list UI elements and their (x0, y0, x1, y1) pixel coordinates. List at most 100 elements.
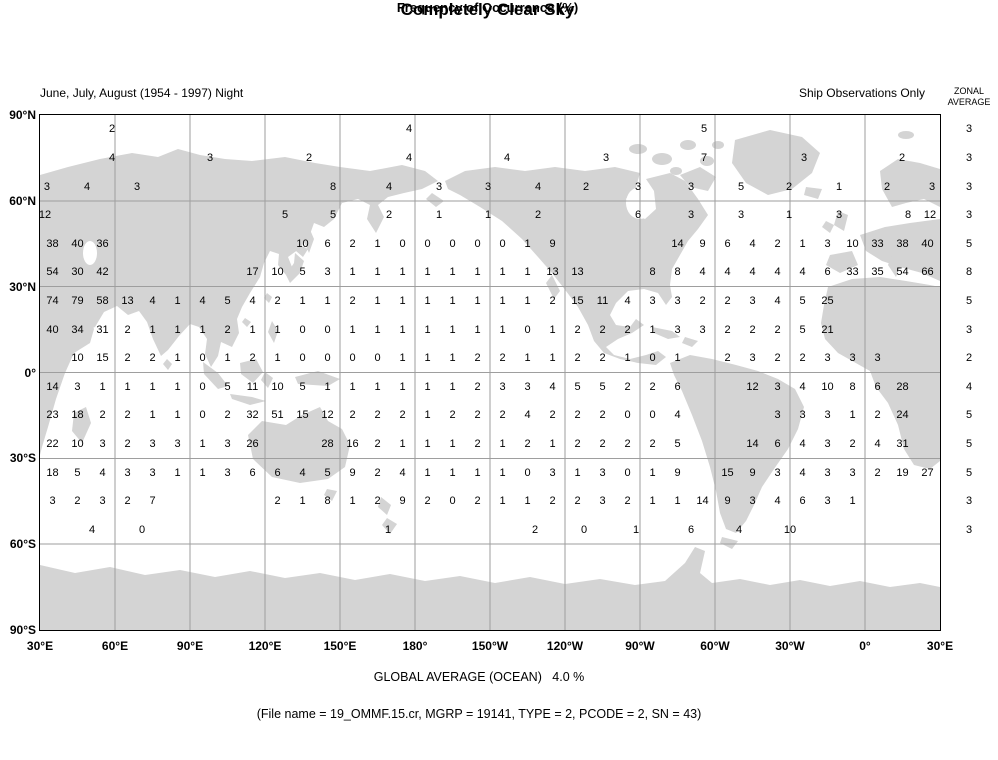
grid-value: 1 (574, 466, 581, 479)
grid-value: 4 (699, 266, 706, 279)
grid-value: 5 (299, 380, 306, 393)
grid-value: 15 (721, 466, 734, 479)
grid-value: 4 (199, 295, 206, 307)
grid-value: 7 (149, 495, 156, 508)
zonal-average-value: 2 (965, 352, 973, 365)
grid-value: 1 (424, 323, 431, 336)
grid-value: 3 (874, 352, 881, 365)
zonal-header-line1: ZONAL (953, 86, 984, 96)
grid-value: 4 (774, 266, 781, 279)
grid-value: 1 (174, 380, 181, 393)
grid-value: 0 (474, 237, 481, 250)
grid-value: 31 (896, 438, 909, 450)
world-map-background (40, 115, 940, 630)
grid-value: 1 (374, 266, 381, 279)
grid-value: 2 (624, 438, 631, 450)
grid-value: 2 (124, 409, 131, 422)
grid-value: 13 (121, 295, 134, 307)
grid-value: 36 (96, 237, 109, 250)
grid-value: 34 (71, 323, 84, 336)
grid-value: 5 (224, 380, 231, 393)
grid-value: 8 (329, 180, 337, 193)
zonal-average-value: 3 (965, 323, 973, 336)
grid-value: 1 (224, 352, 231, 365)
grid-value: 25 (821, 295, 834, 307)
grid-value: 3 (824, 495, 831, 508)
grid-value: 2 (349, 295, 356, 307)
grid-value: 2 (124, 495, 131, 508)
grid-value: 8 (674, 266, 681, 279)
grid-value: 4 (385, 180, 393, 193)
grid-value: 2 (224, 409, 231, 422)
grid-value: 4 (108, 151, 116, 164)
grid-value: 3 (133, 180, 141, 193)
grid-value: 3 (749, 352, 756, 365)
grid-value: 2 (74, 495, 81, 508)
grid-value: 42 (96, 266, 109, 279)
grid-value: 38 (46, 237, 59, 250)
lat-axis-label: 30°S (9, 451, 36, 466)
grid-value: 5 (674, 438, 681, 450)
grid-value: 1 (399, 380, 406, 393)
grid-value: 2 (499, 409, 506, 422)
grid-value: 4 (99, 466, 106, 479)
grid-value: 4 (405, 151, 413, 164)
grid-value: 40 (46, 323, 59, 336)
grid-value: 3 (549, 466, 556, 479)
grid-value: 12 (38, 209, 52, 222)
grid-value: 3 (149, 466, 156, 479)
grid-value: 1 (299, 295, 306, 307)
grid-value: 4 (735, 523, 743, 536)
lon-axis-label: 30°E (926, 639, 954, 653)
grid-value: 1 (674, 495, 681, 508)
grid-value: 4 (799, 380, 806, 393)
grid-value: 3 (435, 180, 443, 193)
zonal-average-value: 5 (965, 237, 973, 250)
grid-value: 1 (149, 380, 156, 393)
page-subtitle: Frequency of Occurrence (%) (396, 0, 579, 15)
grid-value: 3 (149, 438, 156, 450)
grid-value: 3 (799, 409, 806, 422)
period-label: June, July, August (1954 - 1997) Night (40, 86, 244, 100)
grid-value: 1 (474, 466, 481, 479)
grid-value: 3 (774, 409, 781, 422)
zonal-header-line2: AVERAGE (947, 97, 991, 107)
lon-axis-label: 90°W (625, 639, 655, 653)
grid-value: 1 (149, 323, 156, 336)
grid-value: 1 (499, 323, 506, 336)
grid-value: 11 (246, 380, 259, 393)
grid-value: 15 (296, 409, 309, 422)
grid-value: 7 (700, 151, 708, 164)
grid-value: 3 (674, 295, 681, 307)
grid-value: 54 (896, 266, 909, 279)
global-average-label: GLOBAL AVERAGE (OCEAN) 4.0 % (373, 670, 585, 684)
grid-value: 4 (149, 295, 156, 307)
grid-value: 2 (374, 495, 381, 508)
lon-axis-label: 120°W (546, 639, 584, 653)
grid-value: 1 (399, 438, 406, 450)
grid-value: 2 (699, 295, 706, 307)
grid-value: 19 (896, 466, 909, 479)
grid-value: 1 (449, 295, 456, 307)
grid-value: 6 (799, 495, 806, 508)
grid-value: 5 (799, 295, 806, 307)
grid-value: 0 (199, 409, 206, 422)
grid-value: 0 (199, 380, 206, 393)
grid-value: 1 (374, 295, 381, 307)
grid-value: 2 (531, 523, 539, 536)
grid-value: 1 (499, 266, 506, 279)
lon-axis-label: 120°E (248, 639, 282, 653)
grid-value: 2 (599, 409, 606, 422)
grid-value: 32 (246, 409, 259, 422)
grid-value: 2 (599, 352, 606, 365)
grid-value: 0 (649, 409, 656, 422)
grid-value: 66 (921, 266, 934, 279)
grid-value: 0 (449, 495, 456, 508)
lat-axis-label: 30°N (9, 279, 36, 294)
grid-value: 1 (549, 438, 556, 450)
grid-values-layer: 2 4 5 4 3 2 4 4 3 7 3 2 3 4 3 8 4 3 3 4 2 3 3 5 2 1 2 3 12 5 5 2 1 1 2 6 3 3 1… (38, 115, 940, 630)
longitude-axis: 30°E 60°E 90°E 120°E 150°E 180° 150°W 120°W 90°W… (27, 639, 953, 655)
grid-value: 14 (671, 237, 684, 250)
grid-value: 0 (649, 352, 656, 365)
grid-value: 1 (199, 323, 206, 336)
